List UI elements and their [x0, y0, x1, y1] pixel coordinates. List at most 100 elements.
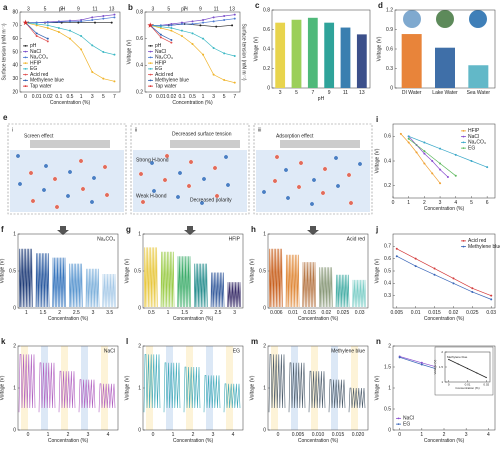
marker	[170, 39, 173, 41]
marker	[80, 20, 83, 23]
y2-axis-label: Surface tension (mN m⁻¹)	[241, 23, 247, 80]
marker	[431, 172, 434, 175]
x-tick-label: 5	[102, 94, 105, 100]
x-axis-label: Concentration (%)	[48, 438, 89, 444]
ion	[80, 186, 86, 192]
y-tick-label: 2	[263, 343, 266, 349]
top-tick-label: 9	[199, 6, 202, 12]
x-tick-label: 1	[172, 432, 175, 438]
ion	[261, 189, 267, 195]
legend-label: Na₂CO₃	[30, 55, 48, 61]
marker	[223, 79, 226, 81]
signal	[69, 263, 83, 308]
x-tick-label: 0.01	[156, 94, 166, 100]
band	[186, 346, 193, 430]
ion	[67, 169, 73, 175]
marker	[102, 51, 105, 53]
y-tick-label: 60	[12, 36, 18, 42]
y-tick-label: 0	[263, 427, 266, 433]
marker	[212, 47, 215, 49]
marker	[110, 21, 113, 24]
ion	[186, 183, 192, 189]
marker	[395, 247, 398, 250]
panel: b0.20.40.60.80 0.01 0.02 0.1 0.5 1 3 5 73 5 7 9 11 13…	[126, 3, 246, 106]
marker	[102, 15, 105, 17]
marker	[80, 35, 83, 37]
x-tick-label: 2	[200, 310, 203, 316]
y-tick-label: 0	[13, 305, 16, 311]
signal	[308, 370, 326, 413]
marker	[215, 25, 218, 28]
y-axis-label: Voltage (V)	[374, 148, 380, 173]
x-tick-label: 1	[47, 432, 50, 438]
x-tick-label: 3	[465, 432, 468, 438]
line	[400, 133, 441, 184]
ion	[296, 184, 302, 190]
y-tick-label: 0.4	[384, 158, 391, 164]
panel-label: i	[376, 115, 378, 124]
legend-marker	[462, 147, 465, 150]
x-tick-label: 0	[277, 432, 280, 438]
legend-label: Acid red	[468, 238, 487, 244]
ion	[188, 159, 194, 165]
x-tick-label: 9	[328, 90, 331, 96]
box	[7, 123, 127, 215]
y-tick-label: 1.2	[386, 7, 393, 13]
marker	[223, 52, 226, 55]
marker	[202, 53, 205, 56]
x-tick-label: 0.02	[449, 310, 459, 316]
y-axis-label: Voltage (V)	[0, 375, 5, 400]
y-tick-label: 2	[441, 350, 443, 354]
y-tick-label: 0.5	[134, 268, 141, 274]
legend-marker	[462, 141, 465, 144]
marker	[69, 29, 71, 32]
legend-label: Methylene blue	[468, 244, 500, 250]
y-tick-label: 0	[13, 427, 16, 433]
top-tick-label: 7	[183, 6, 186, 12]
panel: f Na₂CO₃ 0 0.5 1 1 1.5 2 2.5 3 3.5 Concentration (%…	[0, 225, 119, 322]
y-tick-label: 2	[13, 343, 16, 349]
y-tick-label: 0.7	[384, 244, 391, 250]
box	[130, 123, 250, 215]
x-axis-label: pH	[318, 96, 325, 102]
band	[291, 346, 298, 430]
marker	[94, 21, 96, 24]
signal	[102, 273, 117, 308]
sub-label: iii	[258, 127, 261, 133]
y-tick-label: 1	[388, 385, 391, 391]
ion	[28, 170, 34, 176]
band	[206, 346, 213, 430]
signal	[177, 256, 192, 308]
diagram-text: Strong H-bond	[136, 157, 169, 163]
ion	[89, 199, 95, 205]
marker	[102, 17, 105, 20]
marker	[454, 153, 457, 156]
ion	[357, 161, 363, 167]
y-tick-label: 0.8	[136, 9, 143, 15]
x-tick-label: 0.005	[292, 432, 305, 438]
y-tick-label: 1	[138, 231, 141, 237]
y-tick-label: 1	[441, 380, 443, 384]
y-tick-label: 0	[388, 427, 391, 433]
x-axis-label: Concentration (%)	[48, 316, 89, 322]
ion	[138, 171, 144, 177]
inset-bg	[434, 346, 494, 396]
marker	[191, 20, 194, 23]
x-tick-label: 4	[487, 432, 490, 438]
legend-label: pH	[30, 43, 37, 49]
y-tick-label: 0.3	[384, 293, 391, 299]
marker	[46, 21, 49, 24]
legend-marker	[149, 85, 152, 88]
legend-label: Methylene blue	[155, 78, 189, 84]
signal	[328, 379, 346, 413]
x-tick-label: 3	[87, 432, 90, 438]
legend-marker	[149, 62, 152, 65]
y-tick-label: 2	[388, 343, 391, 349]
x-tick-label: 1	[80, 94, 83, 100]
bar	[468, 65, 489, 88]
y-tick-label: 0.2	[384, 183, 391, 189]
marker	[471, 287, 474, 290]
liquid	[10, 150, 124, 212]
y-tick-label: 0.6	[386, 46, 393, 52]
signal	[352, 279, 367, 308]
